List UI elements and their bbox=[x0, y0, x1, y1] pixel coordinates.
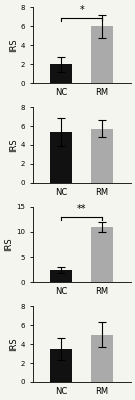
Text: *: * bbox=[79, 5, 84, 15]
Bar bbox=[91, 335, 113, 382]
Text: **: ** bbox=[77, 204, 86, 214]
Y-axis label: IRS: IRS bbox=[4, 238, 13, 251]
Y-axis label: IRS: IRS bbox=[9, 38, 18, 52]
Bar bbox=[50, 64, 72, 83]
Bar bbox=[50, 349, 72, 382]
Y-axis label: IRS: IRS bbox=[9, 138, 18, 152]
Bar bbox=[91, 227, 113, 282]
Bar bbox=[50, 132, 72, 183]
Bar bbox=[91, 129, 113, 183]
Bar bbox=[50, 270, 72, 282]
Y-axis label: IRS: IRS bbox=[9, 337, 18, 351]
Bar bbox=[91, 26, 113, 83]
